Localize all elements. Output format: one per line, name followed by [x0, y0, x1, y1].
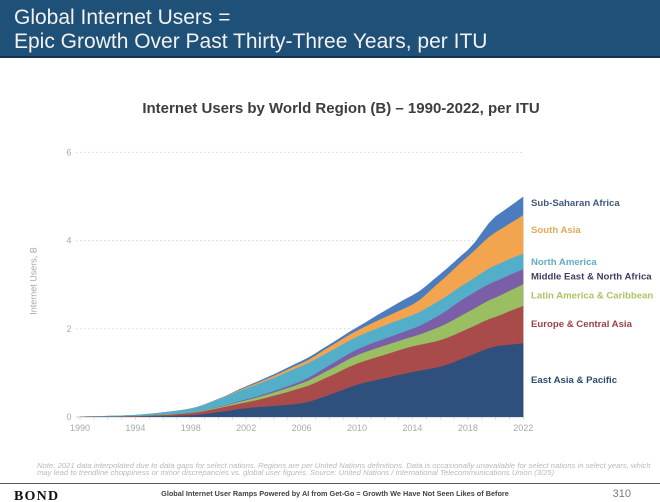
- svg-text:2010: 2010: [347, 423, 367, 433]
- svg-text:South Asia: South Asia: [531, 225, 581, 236]
- svg-text:Latin America & Caribbean: Latin America & Caribbean: [531, 291, 653, 302]
- svg-text:4: 4: [66, 236, 71, 246]
- svg-text:6: 6: [66, 147, 71, 157]
- svg-text:2022: 2022: [513, 423, 533, 433]
- svg-text:2014: 2014: [402, 423, 422, 433]
- svg-text:Middle East & North Africa: Middle East & North Africa: [531, 272, 652, 283]
- svg-text:2002: 2002: [236, 423, 256, 433]
- svg-text:East Asia & Pacific: East Asia & Pacific: [531, 375, 618, 386]
- svg-text:Sub-Saharan Africa: Sub-Saharan Africa: [531, 198, 620, 209]
- svg-text:North America: North America: [531, 257, 597, 268]
- svg-text:0: 0: [66, 412, 71, 422]
- svg-text:2: 2: [66, 324, 71, 334]
- svg-text:1994: 1994: [125, 423, 145, 433]
- svg-text:2006: 2006: [292, 423, 312, 433]
- svg-text:1998: 1998: [181, 423, 201, 433]
- svg-text:1990: 1990: [70, 423, 90, 433]
- svg-text:Internet Users, B: Internet Users, B: [29, 247, 39, 315]
- svg-text:Europe & Central Asia: Europe & Central Asia: [531, 319, 633, 330]
- svg-text:2018: 2018: [458, 423, 478, 433]
